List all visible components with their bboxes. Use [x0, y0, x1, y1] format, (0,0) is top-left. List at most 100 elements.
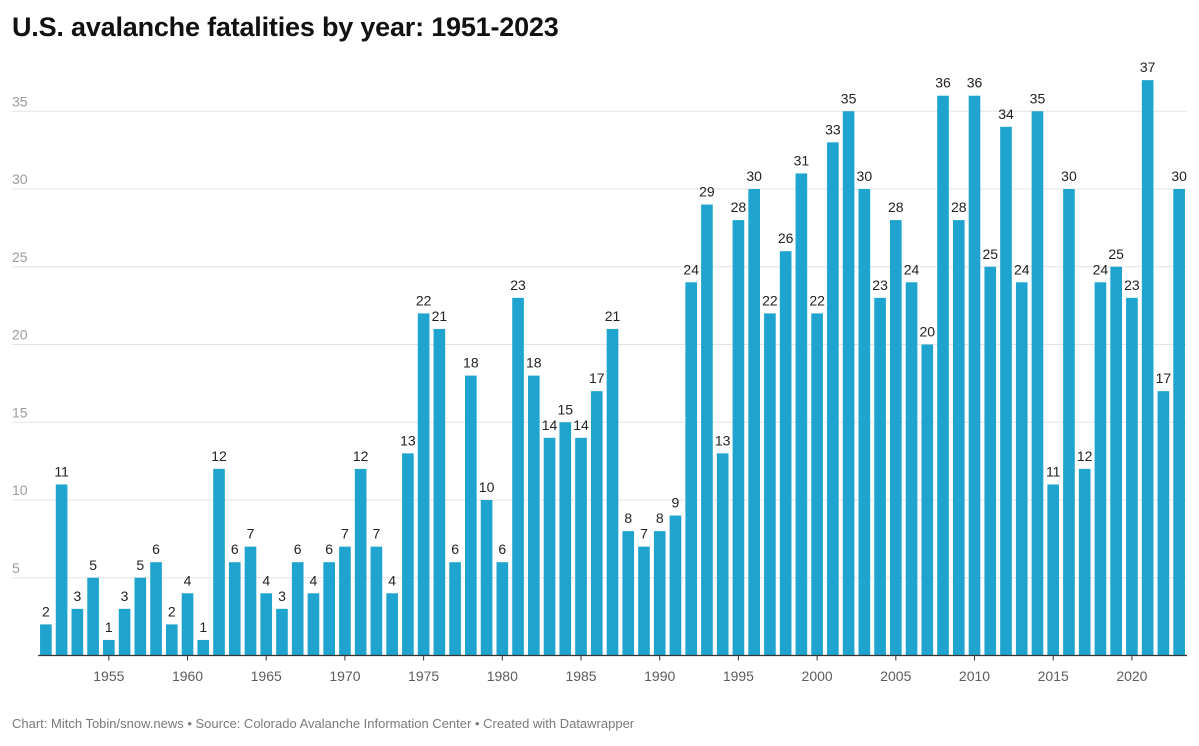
bar	[748, 189, 760, 656]
bar	[638, 546, 650, 656]
bar-value-label: 1	[105, 619, 113, 635]
bar-value-label: 36	[967, 75, 983, 91]
x-tick-label: 2005	[880, 668, 911, 684]
bar-value-label: 4	[310, 572, 318, 588]
bar-value-label: 5	[89, 557, 97, 573]
bar-value-label: 29	[699, 184, 715, 200]
bar-value-label: 18	[526, 355, 542, 371]
bar	[480, 500, 493, 656]
footer-separator: •	[471, 716, 484, 731]
chart-title: U.S. avalanche fatalities by year: 1951-…	[12, 12, 559, 42]
bar	[842, 111, 855, 656]
bar-value-label: 6	[325, 541, 333, 557]
bar	[527, 375, 540, 656]
bar-value-label: 23	[510, 277, 526, 293]
bar-value-label: 5	[136, 557, 144, 573]
bar-value-label: 13	[400, 432, 416, 448]
bar	[622, 531, 635, 656]
bar	[512, 297, 524, 656]
bar-value-label: 33	[825, 121, 841, 137]
bar	[150, 562, 162, 656]
bar-value-label: 12	[1077, 448, 1093, 464]
bar-value-label: 9	[672, 495, 680, 511]
footer-credit: Chart: Mitch Tobin/snow.news	[12, 716, 184, 731]
bar	[465, 375, 477, 656]
bar-value-label: 35	[1030, 90, 1046, 106]
bar-value-label: 30	[1061, 168, 1077, 184]
bar-value-label: 22	[809, 292, 825, 308]
bar-value-label: 3	[278, 588, 286, 604]
bar-value-label: 6	[498, 541, 506, 557]
bars	[40, 80, 1185, 656]
bar	[339, 546, 351, 656]
bar-value-label: 4	[388, 572, 396, 588]
bar-value-label: 23	[1124, 277, 1140, 293]
bar	[1141, 80, 1154, 656]
bar	[701, 204, 713, 656]
bar-value-label: 25	[1108, 246, 1124, 262]
bar-value-label: 34	[998, 106, 1014, 122]
bar	[165, 624, 178, 656]
bar-value-label: 8	[656, 510, 664, 526]
bar-value-label: 21	[605, 308, 621, 324]
bar	[543, 437, 556, 656]
bar	[874, 297, 886, 656]
x-tick-label: 1975	[408, 668, 439, 684]
x-tick-label: 2010	[959, 668, 990, 684]
bar	[1000, 126, 1012, 656]
bar-value-label: 30	[746, 168, 762, 184]
bar	[827, 142, 839, 656]
footer-separator: •	[183, 716, 196, 731]
y-tick-label: 35	[12, 93, 28, 109]
y-tick-label: 20	[12, 327, 28, 343]
bar	[181, 593, 194, 656]
x-tick-label: 1995	[723, 668, 754, 684]
bar-value-label: 7	[373, 526, 381, 542]
bar	[606, 328, 619, 656]
bar	[1173, 189, 1185, 656]
x-tick-label: 1960	[172, 668, 203, 684]
bar	[732, 220, 745, 656]
y-tick-label: 10	[12, 482, 28, 498]
x-tick-label: 1985	[565, 668, 596, 684]
bar	[968, 95, 981, 656]
bar	[1078, 468, 1091, 656]
bar-value-label: 21	[432, 308, 448, 324]
bar-value-label: 37	[1140, 59, 1156, 75]
footer-created-with: Created with Datawrapper	[483, 716, 635, 731]
bar	[260, 593, 273, 656]
bar	[921, 344, 934, 656]
bar-value-label: 13	[715, 432, 731, 448]
bar	[1031, 111, 1044, 656]
bar-value-label: 23	[872, 277, 888, 293]
bar-value-label: 28	[731, 199, 747, 215]
bar	[134, 577, 147, 656]
bar	[905, 282, 918, 656]
bar-value-label: 22	[416, 292, 432, 308]
footer-source: Source: Colorado Avalanche Information C…	[195, 716, 472, 731]
bar-value-label: 12	[353, 448, 369, 464]
x-tick-label: 2000	[802, 668, 833, 684]
bar-value-label: 11	[54, 463, 69, 479]
bar	[244, 546, 257, 656]
bar-value-label: 4	[262, 572, 270, 588]
bar-value-label: 30	[857, 168, 873, 184]
y-tick-label: 30	[12, 171, 28, 187]
x-tick-label: 1970	[329, 668, 360, 684]
x-tick-label: 1990	[644, 668, 675, 684]
bar	[984, 266, 997, 656]
bar-value-label: 1	[199, 619, 207, 635]
bar	[795, 173, 808, 656]
bar	[1110, 266, 1122, 656]
bar	[276, 608, 288, 656]
x-tick-label: 1980	[487, 668, 518, 684]
bar-value-label: 4	[184, 572, 192, 588]
bar	[937, 95, 949, 656]
bar-value-label: 6	[451, 541, 459, 557]
bar	[779, 251, 792, 656]
bar	[87, 577, 99, 656]
bar-value-label: 14	[542, 417, 558, 433]
bar-value-label: 24	[1093, 261, 1109, 277]
bar	[653, 531, 666, 656]
bar-value-label: 6	[294, 541, 302, 557]
